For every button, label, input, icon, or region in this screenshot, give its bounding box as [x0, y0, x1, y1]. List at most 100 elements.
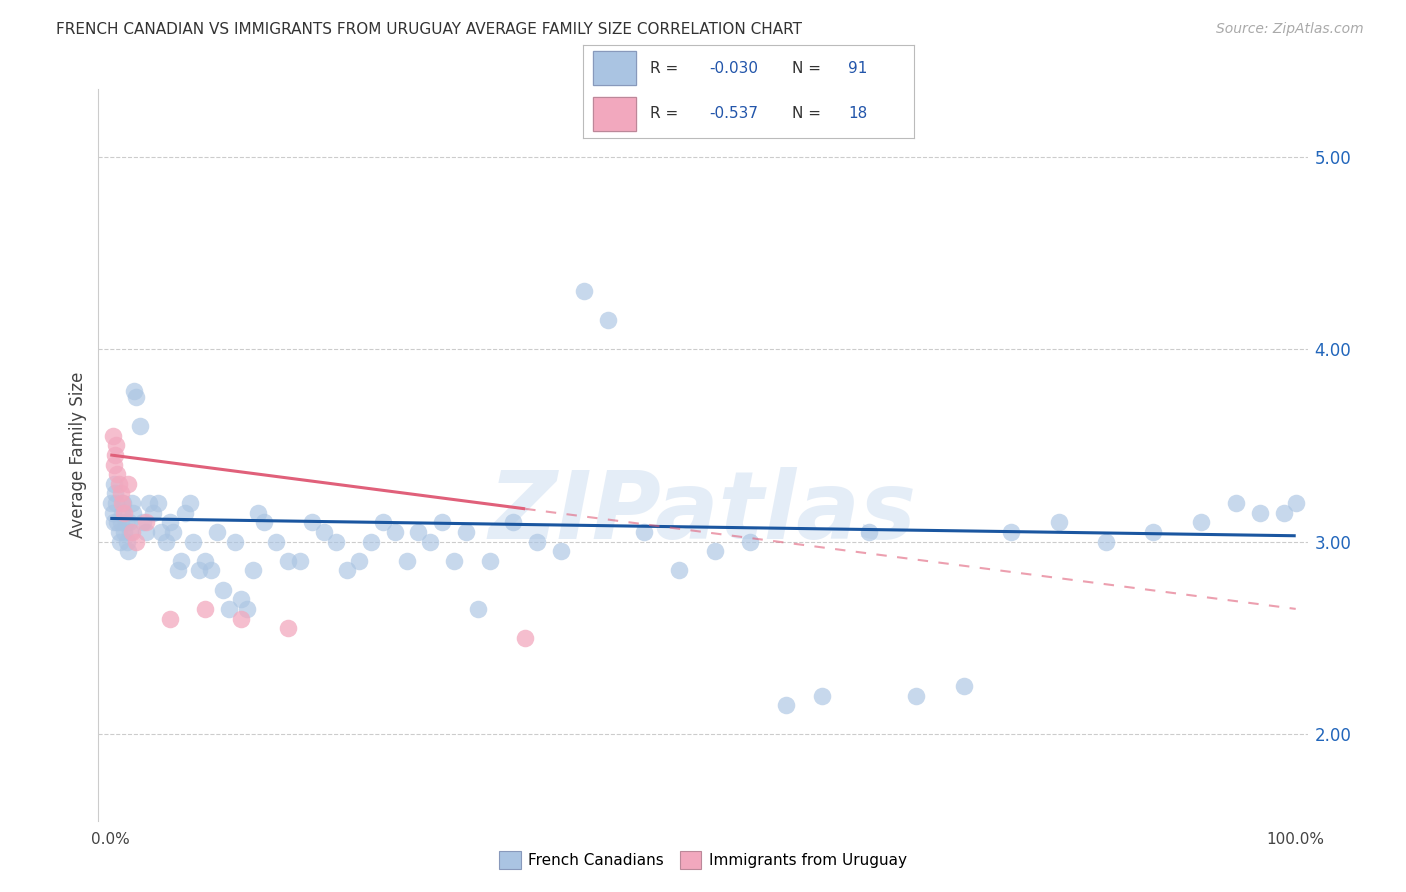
Point — [336, 563, 359, 577]
Point — [166, 563, 188, 577]
Bar — [593, 51, 637, 85]
Point — [218, 602, 240, 616]
Point — [112, 496, 135, 510]
Point — [110, 486, 132, 500]
Point — [105, 496, 128, 510]
Text: FRENCH CANADIAN VS IMMIGRANTS FROM URUGUAY AVERAGE FAMILY SIZE CORRELATION CHART: FRENCH CANADIAN VS IMMIGRANTS FROM URUGU… — [56, 22, 803, 37]
Point — [1000, 524, 1022, 539]
Point — [181, 534, 204, 549]
Text: Source: ZipAtlas.com: Source: ZipAtlas.com — [1216, 22, 1364, 37]
Point — [633, 524, 655, 539]
Point — [277, 621, 299, 635]
Point — [502, 516, 524, 530]
Point — [121, 496, 143, 510]
Point — [170, 554, 193, 568]
Point — [118, 516, 141, 530]
Point — [179, 496, 201, 510]
Point — [194, 554, 217, 568]
Point — [598, 313, 620, 327]
Point — [150, 524, 173, 539]
Point — [212, 582, 235, 597]
Point — [478, 554, 501, 568]
Text: R =: R = — [650, 106, 683, 121]
Point — [108, 534, 131, 549]
Point — [905, 689, 928, 703]
Point — [103, 458, 125, 472]
Text: R =: R = — [650, 61, 683, 76]
Point — [384, 524, 406, 539]
Point — [110, 516, 132, 530]
Point — [142, 506, 165, 520]
Point — [114, 516, 136, 530]
Point — [188, 563, 211, 577]
Bar — [593, 97, 637, 131]
Point — [155, 534, 177, 549]
Point — [253, 516, 276, 530]
Point — [162, 524, 184, 539]
Point — [1189, 516, 1212, 530]
Point — [419, 534, 441, 549]
Point — [101, 428, 124, 442]
Point — [107, 524, 129, 539]
Point — [125, 534, 148, 549]
Point — [277, 554, 299, 568]
Text: 18: 18 — [848, 106, 868, 121]
Point — [132, 516, 155, 530]
Point — [515, 631, 537, 645]
Point — [111, 506, 134, 520]
Point — [105, 516, 128, 530]
Bar — [593, 97, 637, 131]
Point — [114, 506, 136, 520]
Point — [138, 496, 160, 510]
Point — [242, 563, 264, 577]
Point — [105, 438, 128, 452]
Point — [101, 506, 124, 520]
Point — [135, 524, 157, 539]
Text: 91: 91 — [848, 61, 868, 76]
Text: -0.537: -0.537 — [709, 106, 758, 121]
Point — [288, 554, 311, 568]
Point — [775, 698, 797, 713]
Point — [129, 419, 152, 434]
Point — [1047, 516, 1070, 530]
Point — [1095, 534, 1118, 549]
Point — [264, 534, 287, 549]
Point — [810, 689, 832, 703]
Point — [235, 602, 257, 616]
Point — [668, 563, 690, 577]
Point — [229, 592, 252, 607]
Y-axis label: Average Family Size: Average Family Size — [69, 372, 87, 538]
Point — [247, 506, 270, 520]
Point — [103, 516, 125, 530]
Point — [117, 476, 139, 491]
Point — [104, 486, 127, 500]
Point — [115, 534, 138, 549]
Bar — [593, 51, 637, 85]
Point — [740, 534, 762, 549]
Point — [1225, 496, 1247, 510]
Point — [347, 554, 370, 568]
Text: N =: N = — [792, 106, 825, 121]
Point — [224, 534, 246, 549]
Point — [1285, 496, 1308, 510]
Point — [125, 390, 148, 404]
Point — [1272, 506, 1295, 520]
Point — [360, 534, 382, 549]
Point — [301, 516, 323, 530]
Point — [432, 516, 454, 530]
Point — [526, 534, 548, 549]
Point — [858, 524, 880, 539]
Point — [122, 384, 145, 399]
Point — [952, 679, 974, 693]
Point — [103, 476, 125, 491]
Point — [174, 506, 197, 520]
Point — [550, 544, 572, 558]
Point — [159, 516, 181, 530]
Point — [574, 285, 596, 299]
Point — [159, 611, 181, 625]
Point — [120, 524, 142, 539]
Point — [121, 524, 143, 539]
Point — [1142, 524, 1164, 539]
Point — [395, 554, 418, 568]
Point — [371, 516, 394, 530]
